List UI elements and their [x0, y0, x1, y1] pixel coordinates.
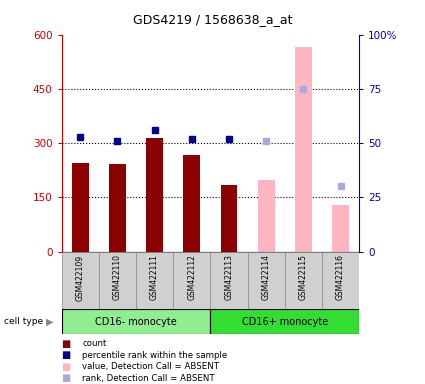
- Bar: [258, 180, 275, 252]
- Bar: [210, 252, 247, 309]
- Text: GDS4219 / 1568638_a_at: GDS4219 / 1568638_a_at: [133, 13, 292, 26]
- Bar: [62, 309, 210, 334]
- Bar: [332, 205, 349, 252]
- Bar: [221, 185, 237, 252]
- Bar: [62, 252, 99, 309]
- Text: value, Detection Call = ABSENT: value, Detection Call = ABSENT: [82, 362, 219, 371]
- Text: count: count: [82, 339, 106, 348]
- Text: GSM422111: GSM422111: [150, 255, 159, 300]
- Bar: [184, 155, 200, 252]
- Bar: [109, 164, 126, 252]
- Text: GSM422115: GSM422115: [299, 255, 308, 300]
- Text: GSM422113: GSM422113: [224, 255, 233, 300]
- Text: ■: ■: [62, 339, 71, 349]
- Bar: [295, 47, 312, 252]
- Bar: [136, 252, 173, 309]
- Text: ■: ■: [62, 362, 71, 372]
- Bar: [322, 252, 359, 309]
- Text: percentile rank within the sample: percentile rank within the sample: [82, 351, 227, 360]
- Bar: [210, 309, 359, 334]
- Text: GSM422110: GSM422110: [113, 255, 122, 300]
- Bar: [173, 252, 210, 309]
- Text: GSM422112: GSM422112: [187, 255, 196, 300]
- Text: CD16+ monocyte: CD16+ monocyte: [242, 316, 328, 327]
- Text: ▶: ▶: [46, 316, 54, 326]
- Bar: [285, 252, 322, 309]
- Text: CD16- monocyte: CD16- monocyte: [95, 316, 177, 327]
- Text: rank, Detection Call = ABSENT: rank, Detection Call = ABSENT: [82, 374, 215, 383]
- Bar: [72, 163, 88, 252]
- Bar: [99, 252, 136, 309]
- Text: GSM422114: GSM422114: [262, 255, 271, 300]
- Bar: [146, 137, 163, 252]
- Bar: [247, 252, 285, 309]
- Text: ■: ■: [62, 350, 71, 360]
- Text: GSM422109: GSM422109: [76, 255, 85, 301]
- Text: cell type: cell type: [4, 317, 43, 326]
- Text: ■: ■: [62, 373, 71, 383]
- Text: GSM422116: GSM422116: [336, 255, 345, 300]
